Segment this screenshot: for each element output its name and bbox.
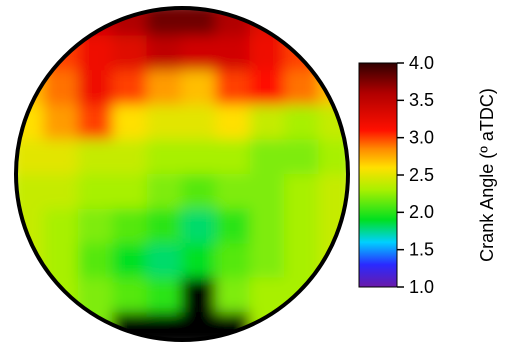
heatmap-cell <box>215 208 252 246</box>
heatmap-field <box>16 8 348 340</box>
heatmap-cell <box>284 8 321 38</box>
colorbar-tick-label: 2.5 <box>409 165 434 185</box>
heatmap-cell <box>318 174 348 211</box>
disk-outline <box>14 6 350 342</box>
heatmap-cell <box>284 277 321 315</box>
heatmap-cell <box>249 243 287 280</box>
heatmap-cell <box>146 208 183 246</box>
heatmap-cell <box>181 139 218 176</box>
heatmap-cell <box>43 208 80 246</box>
heatmap-cell <box>181 208 218 246</box>
heatmap-cell <box>215 35 252 73</box>
heatmap-cell <box>112 174 149 211</box>
heatmap-cell <box>77 243 115 280</box>
heatmap-cell <box>284 174 321 211</box>
heatmap-cell <box>146 70 183 107</box>
no-data-cell <box>181 277 218 315</box>
heatmap-cell <box>43 139 80 176</box>
heatmap-cell <box>284 139 321 176</box>
heatmap-cell <box>146 243 183 280</box>
heatmap-cell <box>181 104 218 142</box>
heatmap-cell <box>284 35 321 73</box>
heatmap-cell <box>215 174 252 211</box>
heatmap-cell <box>249 208 287 246</box>
heatmap-cell <box>181 8 218 38</box>
colorbar-label: Crank Angle (º aTDC) <box>477 88 497 262</box>
heatmap-cell <box>181 70 218 107</box>
heatmap-cell <box>181 35 218 73</box>
heatmap-cell <box>249 70 287 107</box>
heatmap-cell <box>112 70 149 107</box>
heatmap-cell <box>249 104 287 142</box>
heatmap-cell <box>112 104 149 142</box>
heatmap-cell <box>146 277 183 315</box>
heatmap-cell <box>249 174 287 211</box>
heatmap-cell <box>16 174 46 211</box>
heatmap-cell <box>146 8 183 38</box>
heatmap-cell <box>215 139 252 176</box>
heatmap-cell <box>112 243 149 280</box>
heatmap-cell <box>249 139 287 176</box>
heatmap-cell <box>43 277 80 315</box>
heatmap-cell <box>284 312 321 340</box>
heatmap-cell <box>318 8 348 38</box>
heatmap-cell <box>16 312 46 340</box>
heatmap-cell <box>318 35 348 73</box>
colorbar-tick-label: 3.5 <box>409 90 434 110</box>
heatmap-cell <box>284 208 321 246</box>
heatmap-cell <box>112 277 149 315</box>
colorbar-tick-label: 2.0 <box>409 202 434 222</box>
heatmap-cell <box>181 174 218 211</box>
colorbar-tick-label: 3.0 <box>409 127 434 147</box>
heatmap-cell <box>43 8 80 38</box>
colorbar-tick-label: 1.5 <box>409 239 434 259</box>
heatmap-cell <box>43 174 80 211</box>
heatmap-cell <box>215 277 252 315</box>
heatmap-cell <box>16 277 46 315</box>
heatmap-cell <box>146 174 183 211</box>
heatmap-cell <box>284 104 321 142</box>
heatmap-cell <box>16 8 46 38</box>
heatmap-cell <box>43 35 80 73</box>
heatmap-cell <box>16 139 46 176</box>
heatmap-cell <box>112 35 149 73</box>
heatmap-cell <box>77 208 115 246</box>
heatmap-cell <box>318 312 348 340</box>
heatmap-cell <box>146 35 183 73</box>
heatmap-cell <box>16 208 46 246</box>
heatmap-cell <box>215 70 252 107</box>
heatmap-cell <box>43 312 80 340</box>
heatmap-cell <box>318 277 348 315</box>
heatmap-cell <box>77 104 115 142</box>
heatmap-cell <box>146 104 183 142</box>
heatmap-cell <box>215 104 252 142</box>
heatmap-cell <box>112 208 149 246</box>
heatmap-cell <box>16 35 46 73</box>
heatmap-cell <box>318 208 348 246</box>
heatmap-cell <box>112 139 149 176</box>
heatmap-cell <box>43 104 80 142</box>
heatmap-cell <box>181 243 218 280</box>
heatmap-cell <box>215 243 252 280</box>
heatmap-cell <box>146 139 183 176</box>
heatmap-cell <box>318 139 348 176</box>
heatmap-cell <box>77 70 115 107</box>
colorbar-tick-label: 4.0 <box>409 53 434 73</box>
colorbar-tick-label: 1.0 <box>409 277 434 297</box>
heatmap-cell <box>77 139 115 176</box>
heatmap-cell <box>77 174 115 211</box>
colorbar <box>358 62 398 288</box>
